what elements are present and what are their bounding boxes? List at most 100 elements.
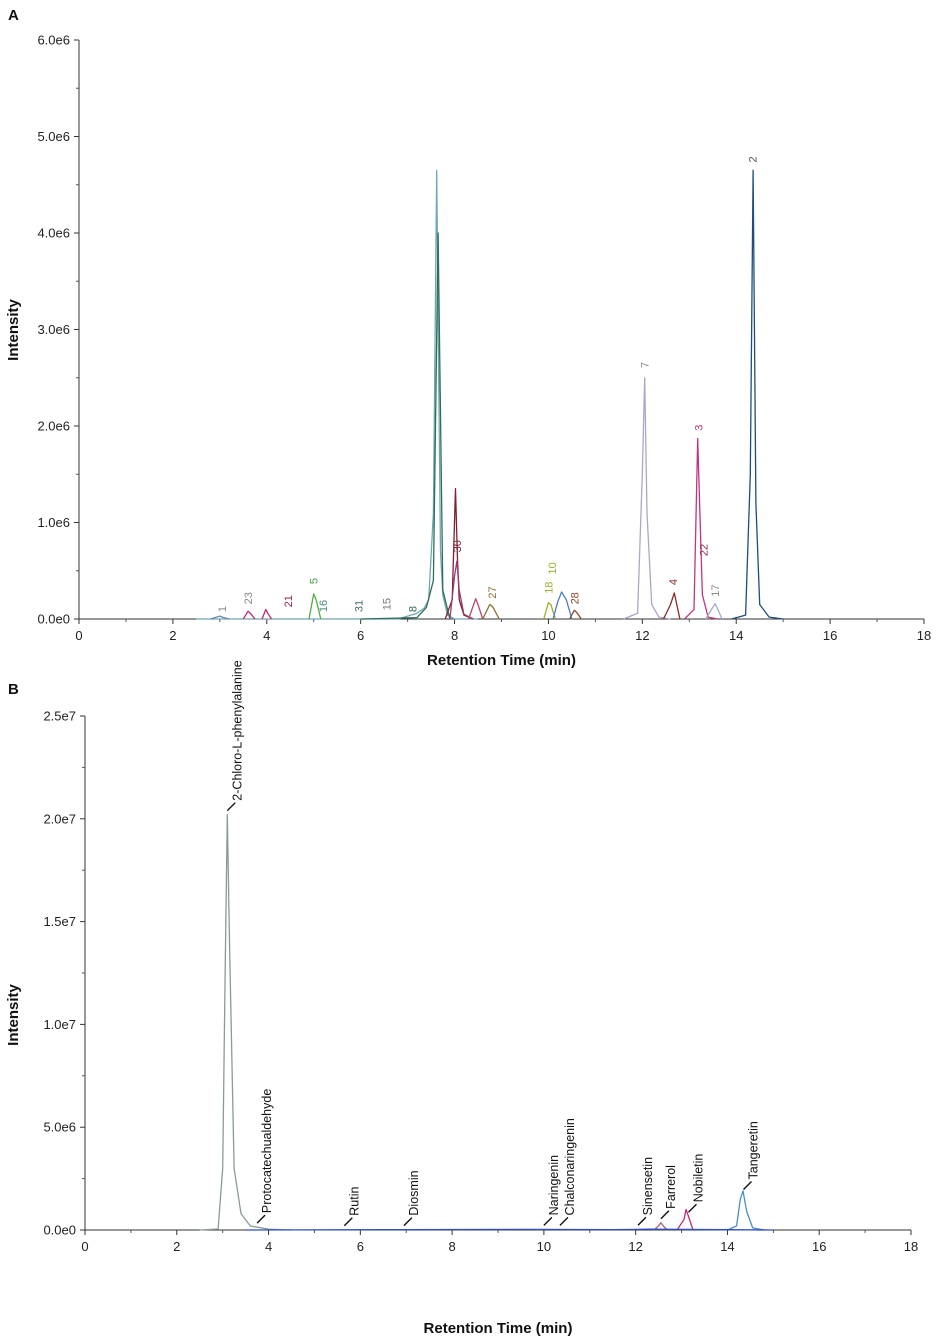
x-tick-label: 18 — [917, 628, 931, 643]
x-axis-title: Retention Time (min) — [427, 652, 576, 669]
peak-label: 30 — [452, 540, 464, 552]
series-line — [360, 232, 451, 620]
peak-label: 18 — [543, 582, 555, 594]
peak-label: 4 — [668, 579, 680, 585]
compound-label: Nobiletin — [691, 1154, 705, 1203]
peak-label: 1 — [217, 606, 229, 612]
series-line — [623, 377, 671, 620]
panel-label: A — [8, 7, 19, 24]
y-axis-title: Intensity — [5, 984, 22, 1046]
peak-label: 28 — [569, 592, 581, 604]
peak-label: 8 — [407, 606, 419, 612]
compound-label: Chalconaringenin — [563, 1118, 577, 1215]
y-axis-title: Intensity — [5, 299, 22, 361]
x-tick-label: 6 — [357, 628, 364, 643]
y-tick-label: 0.0e0 — [43, 1223, 76, 1238]
series-line — [261, 608, 273, 620]
peak-label: 15 — [381, 598, 393, 610]
x-tick-label: 10 — [541, 628, 555, 643]
series-line — [727, 1190, 765, 1231]
peak-label: 23 — [243, 592, 255, 604]
y-tick-label: 5.0e6 — [37, 129, 70, 144]
x-tick-label: 4 — [263, 628, 270, 643]
compound-leader-line — [543, 1216, 553, 1226]
y-tick-label: 6.0e6 — [37, 33, 70, 48]
x-tick-label: 12 — [628, 1239, 642, 1254]
compound-leader-line — [660, 1210, 670, 1220]
compound-leader-line — [743, 1181, 753, 1191]
x-tick-label: 4 — [265, 1239, 272, 1254]
peak-label: 7 — [640, 362, 652, 368]
compound-leader-line — [687, 1203, 697, 1213]
y-tick-label: 0.0e0 — [37, 612, 70, 627]
compound-label: Diosmin — [407, 1170, 421, 1215]
peak-label: 10 — [547, 562, 559, 574]
x-tick-label: 16 — [823, 628, 837, 643]
compound-label: Rutin — [347, 1187, 361, 1216]
series-line — [653, 1222, 669, 1231]
compound-label: 2-Chloro-L-phenylalanine — [230, 660, 244, 800]
y-tick-label: 2.0e7 — [43, 811, 76, 826]
x-tick-label: 14 — [720, 1239, 734, 1254]
peak-label: 22 — [698, 544, 710, 556]
y-tick-label: 3.0e6 — [37, 322, 70, 337]
x-tick-label: 0 — [81, 1239, 88, 1254]
x-tick-label: 8 — [451, 628, 458, 643]
compound-leader-line — [343, 1217, 353, 1227]
series-line — [199, 814, 292, 1231]
series-line — [569, 609, 582, 620]
x-tick-label: 16 — [812, 1239, 826, 1254]
peak-label: 27 — [487, 586, 499, 598]
series-line — [467, 598, 484, 620]
series-line — [210, 615, 230, 620]
series-line — [444, 488, 474, 620]
peak-label: 5 — [309, 578, 321, 584]
x-tick-label: 0 — [75, 628, 82, 643]
chart-panel-a: A0 2 4 6 8 10 12 14 16 180.0e01.0e62.0e63.0e64.0e… — [5, 7, 931, 669]
series-line — [662, 592, 681, 620]
y-tick-label: 4.0e6 — [37, 226, 70, 241]
series-line — [676, 1208, 694, 1231]
peak-label: 31 — [353, 600, 365, 612]
series-line — [552, 591, 573, 620]
series-line — [308, 593, 322, 620]
x-tick-label: 6 — [357, 1239, 364, 1254]
compound-leader-line — [226, 802, 236, 812]
compound-label: Sinensetin — [641, 1157, 655, 1215]
series-line — [684, 437, 718, 620]
x-tick-label: 10 — [537, 1239, 551, 1254]
peak-label: 2 — [748, 156, 760, 162]
series-line — [196, 169, 478, 620]
series-line — [245, 1228, 774, 1231]
chart-panel-b: B 0 2 4 6 8 10 12 14 16 18 0.0e0 5.0e6 1.0e7 1.5e7 2.0e… — [5, 660, 918, 1337]
compound-label: Farrerol — [664, 1165, 678, 1209]
compound-leader-line — [637, 1216, 647, 1226]
peak-label: 21 — [283, 595, 295, 607]
y-tick-label: 1.5e7 — [43, 914, 76, 929]
compound-leader-line — [403, 1217, 413, 1227]
x-tick-label: 14 — [729, 628, 743, 643]
x-tick-label: 2 — [173, 1239, 180, 1254]
series-line — [449, 560, 474, 620]
y-tick-label: 2.5e7 — [43, 709, 76, 724]
compound-leader-line — [256, 1214, 266, 1224]
x-tick-label: 8 — [448, 1239, 455, 1254]
peak-label: 3 — [694, 425, 706, 431]
peak-label: 17 — [710, 584, 722, 596]
y-tick-label: 2.0e6 — [37, 419, 70, 434]
x-tick-label: 12 — [635, 628, 649, 643]
compound-label: Protocatechualdehyde — [260, 1089, 274, 1213]
y-tick-label: 5.0e6 — [43, 1120, 76, 1135]
series-line — [543, 601, 557, 620]
compound-label: Naringenin — [547, 1155, 561, 1216]
y-tick-label: 1.0e6 — [37, 515, 70, 530]
x-axis-title: Retention Time (min) — [424, 1320, 573, 1337]
panel-label: B — [8, 681, 19, 698]
compound-leader-line — [559, 1216, 569, 1226]
series-line — [705, 602, 723, 620]
x-tick-label: 18 — [904, 1239, 918, 1254]
y-tick-label: 1.0e7 — [43, 1017, 76, 1032]
x-tick-label: 2 — [169, 628, 176, 643]
series-line — [731, 169, 784, 620]
peak-label: 16 — [318, 600, 330, 612]
